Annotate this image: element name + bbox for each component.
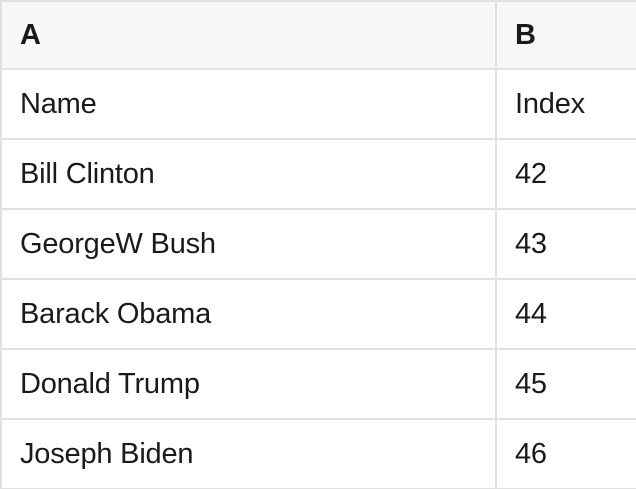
table-row: Donald Trump 45 bbox=[2, 350, 636, 420]
table-cell-name[interactable]: GeorgeW Bush bbox=[2, 210, 497, 278]
table-cell-index[interactable]: 45 bbox=[515, 367, 547, 400]
table-row: Name Index bbox=[2, 70, 636, 140]
column-header-a[interactable]: A bbox=[2, 2, 497, 68]
table-row: Bill Clinton 42 bbox=[2, 140, 636, 210]
table-row: Joseph Biden 46 bbox=[2, 420, 636, 489]
column-header-b[interactable]: B bbox=[515, 18, 536, 51]
table-row: Barack Obama 44 bbox=[2, 280, 636, 350]
table-cell-index-header[interactable]: Index bbox=[515, 87, 585, 120]
table-cell-name[interactable]: Bill Clinton bbox=[2, 140, 497, 208]
table-cell-name-header[interactable]: Name bbox=[2, 70, 497, 138]
table-cell-name[interactable]: Barack Obama bbox=[2, 280, 497, 348]
table-cell-index[interactable]: 42 bbox=[515, 157, 547, 190]
table-cell-index[interactable]: 43 bbox=[515, 227, 547, 260]
table-row: GeorgeW Bush 43 bbox=[2, 210, 636, 280]
column-header-row: A B bbox=[2, 2, 636, 70]
table-cell-name[interactable]: Donald Trump bbox=[2, 350, 497, 418]
table-cell-name[interactable]: Joseph Biden bbox=[2, 420, 497, 488]
table-cell-index[interactable]: 46 bbox=[515, 437, 547, 470]
table-cell-index[interactable]: 44 bbox=[515, 297, 547, 330]
